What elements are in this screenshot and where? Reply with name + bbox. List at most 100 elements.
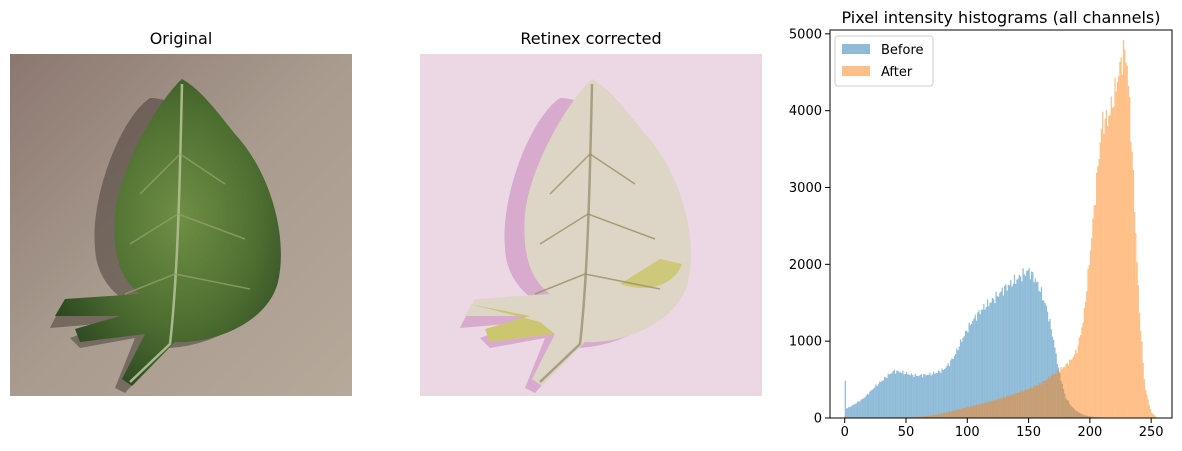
histogram-bar xyxy=(850,406,853,418)
histogram-bar xyxy=(1031,388,1033,418)
histogram-bar xyxy=(848,406,850,418)
histogram-bar xyxy=(1023,390,1025,418)
original-leaf-image xyxy=(10,54,352,396)
histogram-bar xyxy=(1021,281,1023,418)
histogram-bar xyxy=(1137,285,1139,418)
histogram-bar xyxy=(923,374,925,418)
histogram-bar xyxy=(909,375,911,418)
histogram-bar xyxy=(918,416,920,418)
histogram-bar xyxy=(1107,125,1109,419)
histogram-bar xyxy=(849,407,851,418)
histogram-bar xyxy=(1026,270,1028,418)
histogram-bar xyxy=(1011,286,1013,418)
histogram-bar xyxy=(951,411,953,418)
histogram-bar xyxy=(1075,349,1077,418)
histogram-bar xyxy=(1064,367,1066,418)
histogram-bar xyxy=(1135,233,1137,418)
histogram-bar xyxy=(1104,118,1106,418)
histogram-bar xyxy=(906,372,908,418)
histogram-bar xyxy=(1001,398,1003,418)
histogram-bar xyxy=(1115,91,1117,419)
histogram-bar xyxy=(870,390,872,418)
histogram-bar xyxy=(887,373,889,418)
histogram-bar xyxy=(1114,77,1116,418)
histogram-bar xyxy=(1078,337,1081,418)
histogram-bar xyxy=(1082,322,1084,418)
histogram-bar xyxy=(1059,371,1061,418)
x-tick-label: 150 xyxy=(1016,425,1041,440)
histogram-bar xyxy=(973,318,975,418)
histogram-bar xyxy=(996,296,998,418)
histogram-bar xyxy=(1033,385,1035,418)
histogram-bar xyxy=(1034,278,1036,418)
histogram-bar xyxy=(1049,378,1051,418)
histogram-bar xyxy=(996,399,998,418)
histogram-bar xyxy=(975,404,978,418)
histogram-bar xyxy=(1081,327,1083,418)
histogram-bar xyxy=(1080,335,1082,418)
y-tick-label: 4000 xyxy=(789,104,822,119)
histogram-bar xyxy=(1120,57,1122,418)
histogram-bar xyxy=(1021,390,1023,418)
histogram-bar xyxy=(1044,303,1046,418)
histogram-bar xyxy=(858,401,860,418)
histogram-bar xyxy=(961,341,963,418)
histogram-bar xyxy=(985,402,987,418)
legend-swatch-after xyxy=(842,66,870,76)
histogram-bar xyxy=(1136,262,1138,418)
histogram-bar xyxy=(1045,305,1047,418)
histogram-bar xyxy=(936,373,938,418)
histogram-bar xyxy=(953,410,956,418)
histogram-bar xyxy=(999,398,1001,418)
histogram-bar xyxy=(1067,365,1070,418)
histogram-bar xyxy=(1011,394,1013,418)
histogram-bar xyxy=(997,398,1000,418)
histogram-bar xyxy=(1042,381,1044,418)
histogram-bar xyxy=(1029,386,1032,418)
histogram-bar xyxy=(1005,284,1007,418)
histogram-bar xyxy=(972,405,974,418)
histogram-bar xyxy=(1044,380,1046,418)
histogram-bar xyxy=(886,377,888,418)
histogram-bar xyxy=(952,410,954,418)
legend-label-before: Before xyxy=(881,43,924,58)
histogram-bar xyxy=(962,408,964,418)
histogram-bar xyxy=(984,402,986,418)
histogram-bar xyxy=(995,291,997,418)
histogram-bar xyxy=(879,381,881,418)
histogram-bar xyxy=(984,309,986,418)
histogram-bar xyxy=(968,407,970,418)
histogram-bar xyxy=(1020,276,1022,418)
histogram-bar xyxy=(958,346,960,418)
histogram-bar xyxy=(1008,285,1011,418)
histogram-bar xyxy=(1035,282,1038,418)
histogram-bar xyxy=(880,382,882,418)
histogram-bar xyxy=(928,374,930,418)
histogram-bar xyxy=(1122,40,1125,418)
histogram-bar xyxy=(1086,291,1088,418)
histogram-bar xyxy=(1016,279,1018,418)
histogram-bar xyxy=(1110,96,1112,418)
histogram-bar xyxy=(980,309,982,418)
histogram-bar xyxy=(1049,318,1051,418)
histogram-bar xyxy=(1145,389,1147,418)
histogram-bar xyxy=(1034,386,1036,418)
histogram-bar xyxy=(1022,268,1024,418)
y-tick-label: 2000 xyxy=(789,258,822,273)
histogram-bar xyxy=(1037,385,1039,418)
histogram-bar xyxy=(914,373,916,418)
histogram-bar xyxy=(1022,392,1024,418)
histogram-bar xyxy=(967,406,969,418)
histogram-bar xyxy=(982,403,984,418)
histogram-bar xyxy=(917,375,919,418)
histogram-bar xyxy=(931,415,933,418)
histogram-bar xyxy=(986,299,989,418)
histogram-bar xyxy=(944,369,946,418)
histogram-bar xyxy=(1125,62,1127,419)
histogram-bar xyxy=(946,412,948,418)
histogram-bar xyxy=(881,380,883,418)
histogram-bar xyxy=(945,412,947,418)
histogram-bar xyxy=(924,416,926,418)
histogram-bar xyxy=(872,388,875,418)
histogram-bar xyxy=(1046,378,1049,418)
